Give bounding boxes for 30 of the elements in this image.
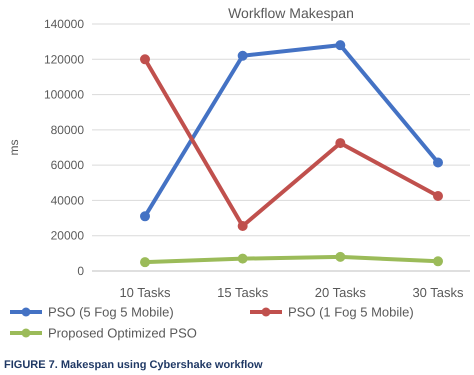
chart-title: Workflow Makespan [228, 5, 354, 21]
y-tick-label: 20000 [50, 228, 84, 243]
point [433, 256, 443, 266]
y-tick-label: 60000 [50, 158, 84, 172]
point [140, 54, 150, 64]
x-tick-label: 20 Tasks [314, 285, 366, 300]
legend-label: Proposed Optimized PSO [48, 326, 197, 340]
y-tick-label: 80000 [50, 122, 84, 137]
y-tick-label: 120000 [44, 52, 84, 66]
point [238, 254, 248, 264]
point [335, 252, 346, 262]
point [433, 191, 443, 202]
point [433, 157, 443, 168]
x-tick-label: 10 Tasks [119, 285, 172, 300]
x-tick-label: 15 Tasks [217, 285, 269, 300]
point [140, 257, 150, 268]
x-tick-label: 30 Tasks [412, 285, 464, 300]
legend-label: PSO (1 Fog 5 Mobile) [288, 304, 414, 320]
point [140, 211, 150, 222]
y-axis-title: ms [7, 140, 21, 156]
point [335, 40, 346, 50]
legend-label: PSO (5 Fog 5 Mobile) [48, 304, 174, 320]
point [335, 138, 346, 148]
point [238, 221, 248, 232]
caption: FIGURE 7. Makespan using Cybershake workflow [4, 359, 264, 371]
y-tick-label: 140000 [44, 17, 84, 31]
y-tick-label: 40000 [50, 193, 84, 208]
y-tick-label: 0 [77, 264, 84, 278]
y-tick-label: 100000 [44, 88, 84, 102]
point [238, 50, 248, 61]
